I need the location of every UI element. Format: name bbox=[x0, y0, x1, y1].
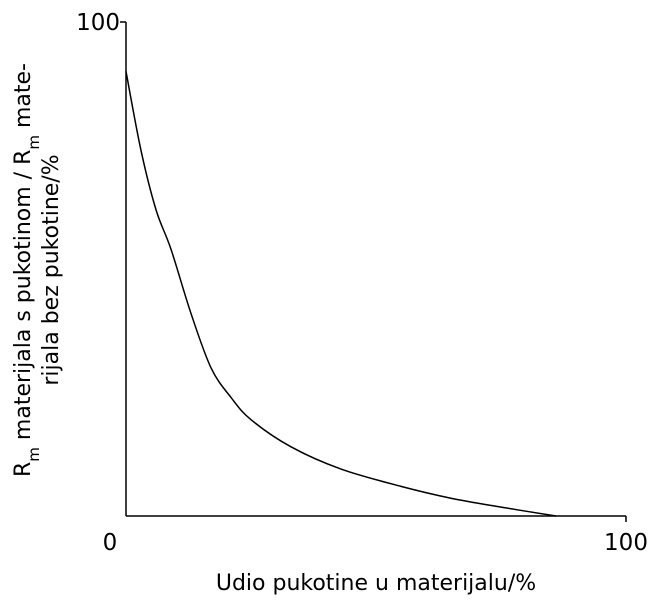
label-text: mate- bbox=[11, 63, 36, 135]
subscript: m bbox=[25, 135, 43, 150]
subscript: m bbox=[25, 447, 43, 462]
label-text: rijala bez pukotine/% bbox=[39, 154, 64, 385]
label-text: materijala s pukotinom / R bbox=[11, 150, 36, 447]
x-axis-label: Udio pukotine u materijalu/% bbox=[216, 571, 536, 596]
y-tick-label: 100 bbox=[76, 10, 120, 36]
label-text: R bbox=[11, 462, 36, 477]
x-tick-label: 0 bbox=[103, 530, 118, 556]
x-tick-label: 100 bbox=[604, 530, 648, 556]
y-axis-label-line: Rm materijala s pukotinom / Rm mate- bbox=[11, 63, 43, 477]
y-axis-label: Rm materijala s pukotinom / Rm mate-rija… bbox=[11, 63, 64, 477]
line bbox=[125, 71, 557, 517]
y-axis-label-line: rijala bez pukotine/% bbox=[39, 154, 64, 385]
